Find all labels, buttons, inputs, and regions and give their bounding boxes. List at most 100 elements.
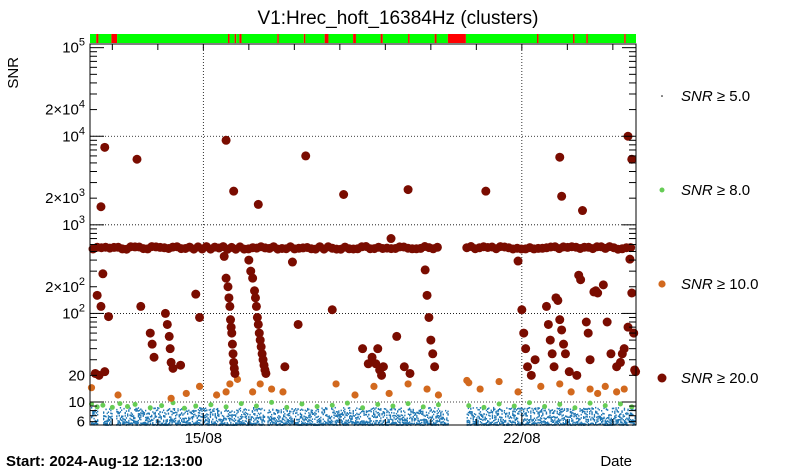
snr5-point <box>421 419 423 421</box>
snr10-point <box>537 382 545 391</box>
snr5-point <box>91 422 93 424</box>
snr5-point <box>627 412 629 415</box>
snr5-point <box>130 415 132 417</box>
snr5-point <box>152 411 154 413</box>
snr5-point <box>386 417 388 419</box>
snr5-point <box>194 413 196 416</box>
snr5-point <box>536 417 538 419</box>
snr5-point <box>341 414 344 416</box>
snr5-point <box>241 421 243 423</box>
snr5-point <box>137 414 140 417</box>
snr5-point <box>183 412 185 415</box>
snr5-point <box>477 422 479 425</box>
snr5-point <box>493 406 495 409</box>
snr5-point <box>436 412 438 415</box>
snr5-point <box>416 415 418 417</box>
state-segment-bad <box>96 34 99 43</box>
snr5-point <box>155 419 158 422</box>
snr5-point <box>427 421 429 424</box>
snr5-point <box>154 412 156 415</box>
snr5-point <box>269 423 272 425</box>
snr20-point <box>378 362 388 372</box>
snr5-point <box>308 414 310 417</box>
snr5-point <box>309 416 311 419</box>
snr5-point <box>501 409 503 412</box>
snr5-point <box>623 409 626 411</box>
snr5-point <box>92 412 94 415</box>
snr5-point <box>278 411 280 413</box>
snr5-point <box>309 423 311 425</box>
snr5-point <box>371 415 374 417</box>
snr8-point <box>269 399 275 405</box>
snr5-point <box>283 411 285 413</box>
snr5-point <box>379 415 381 417</box>
snr5-point <box>209 408 212 411</box>
snr5-point <box>526 423 528 425</box>
snr20-point <box>195 312 205 322</box>
snr20-point <box>581 317 591 327</box>
snr5-point <box>518 407 520 410</box>
state-segment-ok <box>98 34 112 43</box>
state-segment-ok <box>382 34 409 43</box>
snr5-point <box>503 410 506 412</box>
snr5-point <box>145 423 147 426</box>
snr5-point <box>418 412 420 415</box>
snr5-point <box>590 419 592 421</box>
snr5-point <box>301 413 303 416</box>
snr5-point <box>345 419 347 422</box>
snr5-point <box>525 412 527 415</box>
snr5-point <box>472 416 474 419</box>
snr5-point <box>123 407 125 410</box>
snr8-point <box>238 401 244 407</box>
snr5-point <box>542 412 544 415</box>
state-segment-ok <box>305 34 325 43</box>
snr20-point <box>521 344 531 354</box>
snr5-point <box>614 410 616 413</box>
snr5-point <box>133 415 135 417</box>
snr5-point <box>137 407 140 409</box>
snr5-point <box>171 410 173 413</box>
snr20-point <box>430 362 440 372</box>
snr5-point <box>386 409 388 412</box>
state-segment-bad <box>324 34 329 43</box>
snr20-point <box>246 266 256 276</box>
snr5-point <box>483 413 485 415</box>
snr5-point <box>410 409 412 411</box>
snr5-point <box>229 414 231 417</box>
snr5-point <box>401 417 404 419</box>
snr5-point <box>169 421 171 424</box>
snr5-point <box>362 410 364 413</box>
snr5-point <box>140 422 142 425</box>
snr5-point <box>436 416 438 418</box>
snr5-point <box>478 416 480 419</box>
snr5-point <box>617 419 620 421</box>
snr5-point <box>271 420 273 423</box>
snr5-point <box>111 412 113 415</box>
snr5-point <box>297 421 299 424</box>
snr5-point <box>279 415 281 418</box>
snr5-point <box>317 408 320 411</box>
snr5-point <box>296 418 298 421</box>
snr5-point <box>286 410 288 413</box>
snr5-point <box>539 410 542 412</box>
snr5-point <box>334 406 336 409</box>
snr5-point <box>140 416 142 418</box>
snr5-point <box>476 421 478 424</box>
snr5-point <box>289 410 291 413</box>
snr5-point <box>560 413 562 415</box>
snr5-point <box>283 408 285 410</box>
snr5-point <box>597 407 599 410</box>
snr5-point <box>547 416 549 418</box>
snr5-point <box>539 417 542 419</box>
snr5-point <box>466 421 468 424</box>
snr5-point <box>94 422 96 425</box>
snr5-point <box>525 422 527 425</box>
snr5-point <box>260 416 262 418</box>
snr5-point <box>533 412 536 415</box>
snr5-point <box>484 416 486 419</box>
snr5-point <box>142 413 144 415</box>
snr20-point <box>543 319 553 329</box>
snr5-point <box>223 419 225 422</box>
snr20-point <box>160 308 170 318</box>
snr5-point <box>602 423 604 426</box>
